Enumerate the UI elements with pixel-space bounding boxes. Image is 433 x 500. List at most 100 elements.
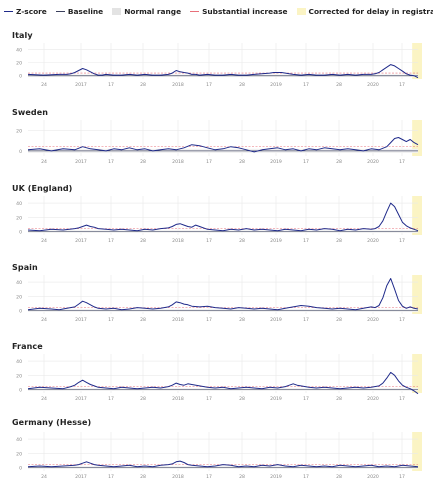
x-tick-label: 28 — [336, 317, 342, 323]
legend-label: Z-score — [16, 6, 47, 16]
x-tick-label: 2019 — [270, 238, 282, 244]
x-tick-label: 17 — [303, 317, 309, 323]
chart-sweden: 0 20 24 2017 17 28 2018 17 28 2019 17 28 2020 17 — [16, 120, 422, 165]
x-tick-label: 2019 — [270, 474, 282, 480]
chart-title: Sweden — [12, 108, 49, 117]
x-tick-label: 17 — [206, 82, 212, 88]
x-tick-label: 2018 — [172, 396, 184, 402]
x-tick-label: 17 — [206, 396, 212, 402]
y-tick-label: 0 — [19, 74, 22, 80]
x-tick-label: 24 — [41, 238, 47, 244]
chart-title: UK (England) — [12, 184, 73, 193]
x-tick-label: 2020 — [367, 474, 379, 480]
z-score-series-line — [27, 202, 419, 232]
x-tick-label: 2020 — [367, 317, 379, 323]
chart-title: Italy — [12, 31, 33, 40]
x-tick-label: 28 — [239, 474, 245, 480]
x-tick-label: 17 — [399, 238, 405, 244]
y-tick-label: 40 — [16, 48, 22, 54]
legend-item-substantial-increase: Substantial increase — [190, 6, 288, 16]
legend-label: Normal range — [124, 6, 182, 16]
x-tick-label: 28 — [140, 238, 146, 244]
chart-title: Germany (Hesse) — [12, 418, 92, 427]
x-tick-label: 28 — [140, 396, 146, 402]
chart-title: France — [12, 342, 43, 351]
y-tick-label: 0 — [19, 229, 22, 235]
x-tick-label: 2018 — [172, 82, 184, 88]
y-tick-label: 0 — [19, 149, 22, 155]
x-tick-label: 28 — [239, 82, 245, 88]
y-tick-label: 40 — [16, 201, 22, 207]
chart-title: Spain — [12, 263, 38, 272]
x-tick-label: 17 — [108, 159, 114, 165]
x-tick-label: 2019 — [270, 82, 282, 88]
legend-swatch — [190, 10, 200, 12]
x-tick-label: 24 — [41, 82, 47, 88]
y-tick-label: 20 — [16, 215, 22, 221]
x-tick-label: 2017 — [75, 159, 87, 165]
z-score-series-line — [27, 278, 419, 311]
x-tick-label: 17 — [399, 474, 405, 480]
x-tick-label: 17 — [399, 159, 405, 165]
x-tick-label: 2019 — [270, 159, 282, 165]
legend-swatch — [296, 7, 306, 15]
x-tick-label: 2018 — [172, 317, 184, 323]
chart-uk-england-: 0 20 40 24 2017 17 28 2018 17 28 2019 17 28 2020 17 — [16, 196, 422, 244]
legend: Z-score Baseline Normal range Substantial i… — [4, 4, 433, 18]
x-tick-label: 17 — [206, 238, 212, 244]
legend-label: Substantial increase — [202, 6, 288, 16]
x-tick-label: 28 — [336, 238, 342, 244]
x-tick-label: 24 — [41, 474, 47, 480]
x-tick-label: 28 — [140, 317, 146, 323]
x-tick-label: 2020 — [367, 238, 379, 244]
x-tick-label: 2018 — [172, 474, 184, 480]
chart-italy: 0 20 40 24 2017 17 28 2018 17 28 2019 17 28 2020 17 — [16, 43, 422, 88]
correction-band — [412, 432, 422, 471]
z-score-series-line — [27, 137, 419, 153]
chart-spain: 0 20 40 24 2017 17 28 2018 17 28 2019 17 28 2020 17 — [16, 275, 422, 323]
x-tick-label: 28 — [336, 159, 342, 165]
legend-swatch — [112, 7, 122, 15]
y-tick-label: 20 — [16, 451, 22, 457]
correction-band — [412, 120, 422, 156]
x-tick-label: 24 — [41, 317, 47, 323]
x-tick-label: 28 — [239, 396, 245, 402]
x-tick-label: 17 — [303, 82, 309, 88]
correction-band — [412, 275, 422, 314]
x-tick-label: 2020 — [367, 159, 379, 165]
x-tick-label: 2019 — [270, 317, 282, 323]
x-tick-label: 2017 — [75, 317, 87, 323]
x-tick-label: 17 — [399, 396, 405, 402]
y-tick-label: 20 — [16, 61, 22, 67]
x-tick-label: 2017 — [75, 396, 87, 402]
x-tick-label: 2019 — [270, 396, 282, 402]
y-tick-label: 0 — [19, 308, 22, 314]
x-tick-label: 2017 — [75, 474, 87, 480]
x-tick-label: 17 — [206, 317, 212, 323]
x-tick-label: 24 — [41, 159, 47, 165]
z-score-series-line — [27, 64, 419, 79]
legend-swatch — [55, 10, 65, 12]
x-tick-label: 28 — [336, 396, 342, 402]
chart-france: 0 20 40 24 2017 17 28 2018 17 28 2019 17 28 2020 17 — [16, 354, 422, 402]
x-tick-label: 2018 — [172, 238, 184, 244]
x-tick-label: 2017 — [75, 238, 87, 244]
y-tick-label: 40 — [16, 359, 22, 365]
x-tick-label: 17 — [206, 159, 212, 165]
y-tick-label: 20 — [16, 294, 22, 300]
x-tick-label: 2020 — [367, 82, 379, 88]
y-tick-label: 40 — [16, 437, 22, 443]
legend-item-baseline: Baseline — [55, 7, 103, 16]
y-tick-label: 0 — [19, 465, 22, 471]
x-tick-label: 28 — [140, 159, 146, 165]
x-tick-label: 2018 — [172, 159, 184, 165]
x-tick-label: 17 — [303, 159, 309, 165]
z-score-series-line — [27, 371, 419, 395]
x-tick-label: 17 — [108, 396, 114, 402]
x-tick-label: 17 — [399, 317, 405, 323]
x-tick-label: 28 — [140, 82, 146, 88]
x-tick-label: 28 — [336, 82, 342, 88]
x-tick-label: 17 — [108, 238, 114, 244]
x-tick-label: 17 — [303, 238, 309, 244]
chart-germany-hesse-: 0 20 40 24 2017 17 28 2018 17 28 2019 17 28 2020 17 — [16, 432, 422, 480]
